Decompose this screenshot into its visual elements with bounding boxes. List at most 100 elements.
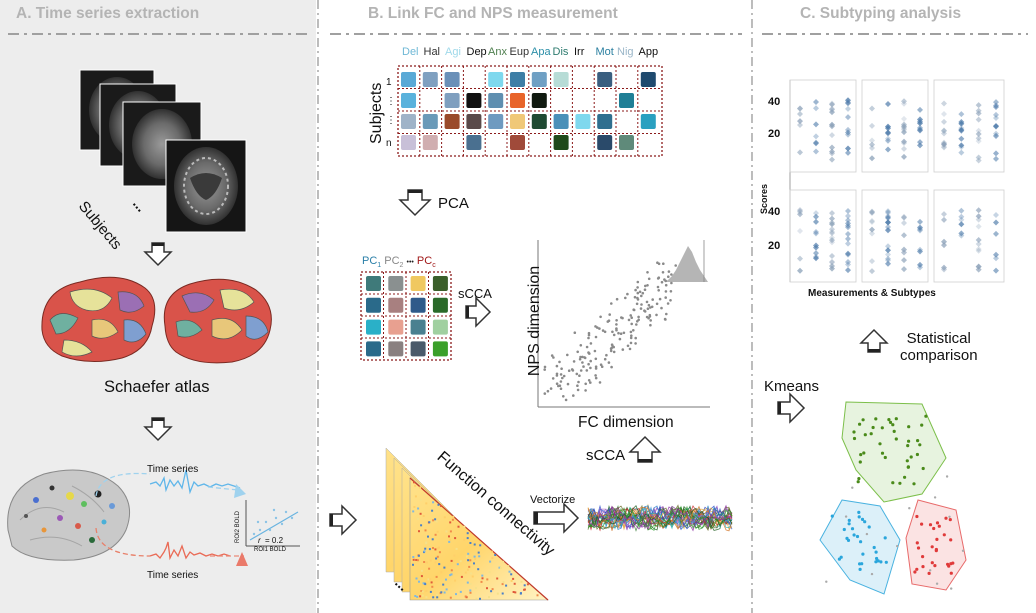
nps-column-label: Hal [423, 46, 441, 58]
cluster-point [894, 437, 898, 441]
score-marker [901, 145, 907, 152]
scatter-point [630, 316, 633, 320]
score-marker [845, 207, 851, 214]
cluster-point [860, 517, 865, 522]
cluster-point [916, 546, 921, 550]
cluster-blue-hull [819, 499, 901, 595]
score-marker [869, 217, 875, 224]
fc-cell [491, 557, 494, 560]
scatter-point [579, 344, 583, 347]
fc-cell [510, 573, 513, 576]
scatter-point [661, 271, 665, 274]
scatter-point [669, 290, 673, 293]
pc-cell [366, 276, 381, 291]
time-series-trace-red [149, 541, 231, 561]
kmeans-label: Kmeans [764, 378, 820, 395]
scatter-histogram [664, 246, 708, 282]
score-marker [869, 230, 875, 237]
score-marker [813, 218, 819, 225]
cluster-point [892, 429, 896, 433]
score-marker [829, 228, 835, 235]
scatter-point [610, 302, 613, 305]
scca-bottom-label: sCCA [586, 447, 626, 464]
fc-cell [536, 594, 539, 597]
nps-cell [575, 135, 591, 150]
cluster-point [858, 567, 862, 572]
pc-cell [410, 297, 426, 313]
measurements-axis-label: Measurements & Subtypes [808, 288, 936, 299]
score-marker [869, 145, 875, 152]
nps-cell [640, 114, 656, 129]
score-marker [917, 124, 923, 131]
cluster-point [880, 451, 885, 455]
score-marker [885, 209, 891, 216]
fc-cell [429, 590, 432, 593]
cluster-point [858, 562, 862, 566]
cluster-point [930, 561, 934, 565]
subject-row-label: 1 [386, 77, 392, 88]
score-marker [885, 260, 891, 267]
fc-cell [479, 597, 481, 600]
score-marker [845, 250, 851, 257]
fc-cell [449, 538, 451, 541]
scatter-point [566, 353, 569, 357]
vector-line [587, 506, 733, 530]
fc-cell [434, 533, 437, 536]
scatter-point [632, 329, 635, 332]
cluster-point [874, 560, 878, 564]
fc-cell [443, 566, 446, 569]
cluster-point [850, 527, 855, 531]
scatter-point [601, 329, 605, 332]
score-marker [829, 259, 835, 266]
roi2-link-curve [95, 472, 151, 497]
scatter-point [651, 298, 654, 301]
score-marker [941, 111, 947, 118]
fc-cell [450, 573, 453, 576]
vector-line [587, 504, 733, 529]
scatter-point [663, 317, 667, 321]
score-marker [813, 253, 819, 260]
scatter-point [626, 344, 630, 348]
cluster-point [934, 547, 939, 552]
nps-cell [488, 135, 504, 150]
score-marker [975, 102, 982, 109]
fc-cell [499, 567, 502, 569]
cluster-point [863, 433, 867, 437]
pc-cell [388, 319, 404, 335]
scatter-point [637, 315, 640, 319]
score-marker [885, 243, 891, 250]
nps-cell [401, 135, 416, 150]
r-value: = 0.2 [265, 536, 284, 545]
cluster-point [887, 418, 891, 422]
scatter-point [594, 374, 597, 377]
score-marker [829, 121, 835, 128]
score-marker [813, 250, 819, 257]
scatter-point [559, 373, 563, 376]
nps-cell [488, 72, 504, 87]
fc-cell [427, 578, 430, 581]
fc-cell [416, 517, 419, 520]
scatter-point [585, 369, 589, 372]
cluster-point [884, 560, 888, 564]
cluster-point [921, 555, 925, 559]
scatter-point [555, 374, 559, 377]
score-marker [885, 219, 891, 226]
cluster-point [879, 560, 883, 564]
score-marker [993, 99, 999, 106]
vector-line [587, 505, 733, 532]
score-marker [901, 115, 907, 122]
cluster-point [852, 436, 857, 441]
fc-cell [510, 579, 513, 582]
scatter-point [587, 333, 591, 337]
fc-cell [419, 595, 422, 598]
fc-cell [422, 582, 425, 585]
score-marker [941, 127, 947, 134]
fc-cell [466, 581, 469, 584]
fc-cell [464, 595, 467, 598]
nps-cell [510, 72, 525, 87]
fc-cell [490, 550, 493, 553]
scatter-point [655, 302, 659, 306]
fc-cell [438, 546, 440, 549]
scatter-point [612, 350, 616, 354]
score-marker [917, 126, 923, 133]
